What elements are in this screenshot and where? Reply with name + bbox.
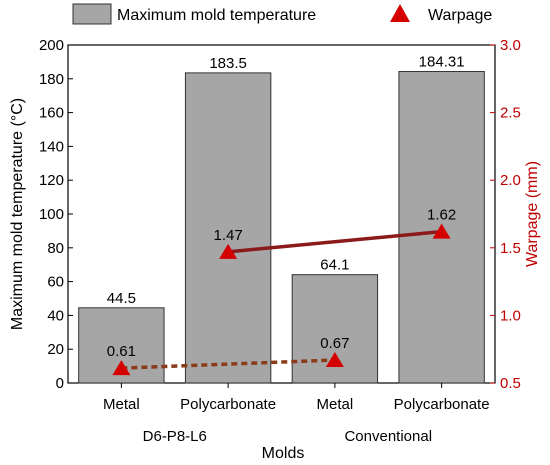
- right-axis: 0.5 1.0 1.5 2.0 2.5 3.0: [490, 37, 521, 392]
- warpage-link-1: [227, 229, 442, 254]
- right-tick-label-2: 1.5: [500, 240, 521, 257]
- warpage-value-label-1: 1.47: [214, 227, 243, 244]
- left-tick-label-0: 0: [56, 375, 64, 392]
- left-tick-label-3: 60: [47, 274, 64, 291]
- warpage-marker-1: [219, 243, 238, 259]
- bar-value-label-2: 64.1: [320, 257, 349, 274]
- x-tick-label-1: Polycarbonate: [180, 396, 276, 413]
- x-tick-label-2: Metal: [317, 396, 354, 413]
- left-tick-label-10: 200: [39, 37, 64, 54]
- group-label-0: D6-P8-L6: [143, 428, 207, 445]
- left-tick-label-6: 120: [39, 172, 64, 189]
- warpage-markers: [112, 223, 451, 376]
- left-tick-label-2: 40: [47, 307, 64, 324]
- legend-swatch-temperature: [72, 3, 112, 25]
- warpage-marker-2: [325, 352, 344, 368]
- right-tick-label-3: 2.0: [500, 172, 521, 189]
- right-tick-label-1: 1.0: [500, 307, 521, 324]
- right-tick-label-0: 0.5: [500, 375, 521, 392]
- x-axis: Metal Polycarbonate Metal Polycarbonate D6-P…: [103, 383, 490, 445]
- y-axis-left-label: Maximum mold temperature (°C): [9, 98, 26, 330]
- x-axis-label: Molds: [262, 445, 305, 462]
- warpage-marker-3: [432, 223, 451, 239]
- bar-value-label-1: 183.5: [209, 55, 247, 72]
- legend-label-warpage: Warpage: [428, 7, 492, 24]
- left-tick-label-7: 140: [39, 138, 64, 155]
- right-tick-label-4: 2.5: [500, 105, 521, 122]
- bar-value-label-3: 184.31: [419, 54, 465, 71]
- legend-label-temperature: Maximum mold temperature: [117, 7, 316, 24]
- left-tick-label-9: 180: [39, 71, 64, 88]
- bar-1: [184, 72, 272, 384]
- bar-labels: 44.5 183.5 64.1 184.31: [107, 54, 465, 307]
- x-tick-label-0: Metal: [103, 396, 140, 413]
- warpage-marker-0: [112, 360, 131, 376]
- warpage-value-label-3: 1.62: [427, 207, 456, 224]
- warpage-link-0: [121, 358, 335, 370]
- left-tick-label-5: 100: [39, 206, 64, 223]
- left-tick-label-8: 160: [39, 105, 64, 122]
- bars: [78, 71, 485, 384]
- y-axis-right-label: Warpage (mm): [524, 161, 541, 267]
- left-axis: 0 20 40 60 80 100 120 140 160 180 200: [39, 37, 73, 392]
- warpage-labels: 0.61 1.47 0.67 1.62: [107, 207, 456, 361]
- warpage-value-label-0: 0.61: [107, 343, 136, 360]
- warpage-links: [121, 229, 442, 370]
- x-tick-label-3: Polycarbonate: [394, 396, 490, 413]
- warpage-value-label-2: 0.67: [320, 335, 349, 352]
- right-tick-label-5: 3.0: [500, 37, 521, 54]
- group-label-1: Conventional: [344, 428, 432, 445]
- left-tick-label-1: 20: [47, 341, 64, 358]
- left-tick-label-4: 80: [47, 240, 64, 257]
- bar-value-label-0: 44.5: [107, 290, 136, 307]
- legend-triangle-icon: [390, 4, 410, 22]
- legend: Maximum mold temperature Warpage: [72, 3, 492, 25]
